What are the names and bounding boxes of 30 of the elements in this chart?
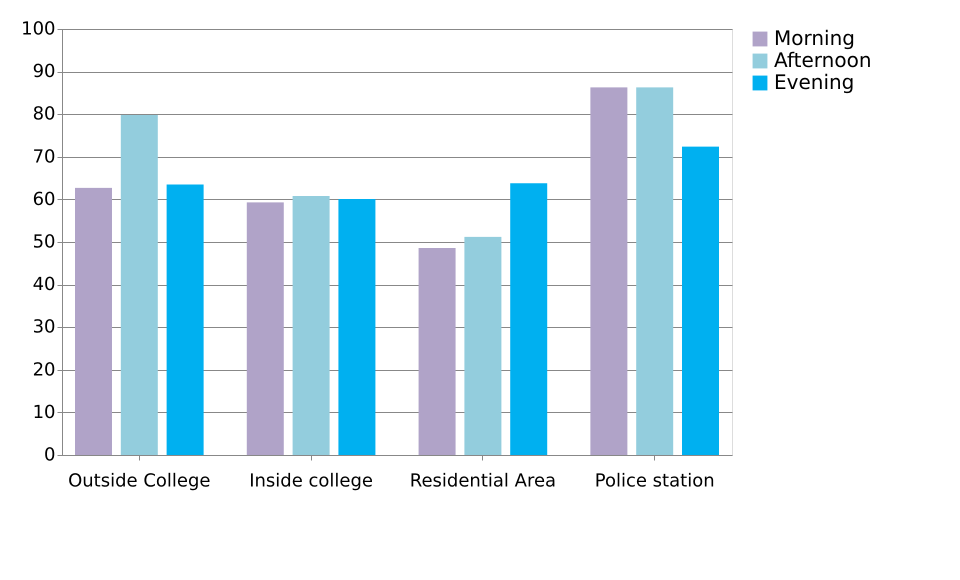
bar <box>338 198 376 455</box>
legend-label: Afternoon <box>774 48 872 72</box>
x-tick-label: Residential Area <box>410 470 556 492</box>
y-tick-label: 50 <box>32 232 56 252</box>
bar <box>166 184 204 455</box>
bar <box>510 183 548 455</box>
y-tick-label: 40 <box>32 274 56 296</box>
y-tick-label: 0 <box>44 444 56 466</box>
y-tick-label: 80 <box>32 104 56 125</box>
x-tick-label: Outside College <box>68 470 211 492</box>
y-tick-label: 10 <box>32 402 56 423</box>
legend-label: Morning <box>774 26 855 50</box>
bar <box>682 146 720 455</box>
bar <box>636 87 674 455</box>
y-tick-label: 70 <box>32 146 56 168</box>
y-tick-label: 90 <box>32 61 56 82</box>
bar <box>464 236 502 455</box>
bar <box>292 196 330 455</box>
bar <box>590 87 628 455</box>
x-tick-label: Police station <box>594 470 715 492</box>
y-tick-label: 100 <box>21 18 56 40</box>
bar <box>418 248 456 455</box>
legend-label: Evening <box>774 70 854 94</box>
bar <box>246 202 284 455</box>
y-tick-label: 20 <box>32 359 56 380</box>
bar <box>74 188 112 455</box>
x-tick-label: Inside college <box>249 470 374 492</box>
y-tick-label: 30 <box>32 316 56 338</box>
bar <box>120 115 158 455</box>
y-tick-label: 60 <box>32 188 56 210</box>
